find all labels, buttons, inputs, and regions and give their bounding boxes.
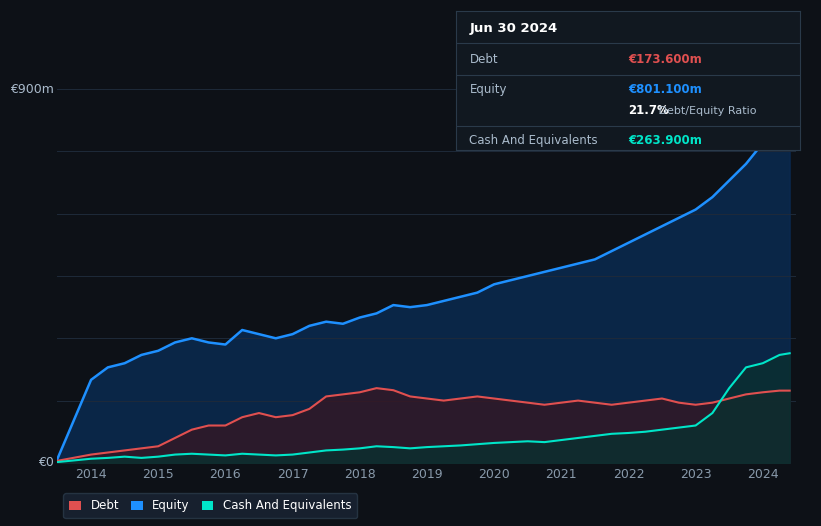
Text: Debt: Debt <box>470 53 498 66</box>
Text: 21.7%: 21.7% <box>628 104 669 117</box>
Text: Jun 30 2024: Jun 30 2024 <box>470 22 557 35</box>
Text: €0: €0 <box>38 457 54 469</box>
Text: Cash And Equivalents: Cash And Equivalents <box>470 134 598 147</box>
Text: €263.900m: €263.900m <box>628 134 702 147</box>
Text: Equity: Equity <box>470 84 507 96</box>
Text: €801.100m: €801.100m <box>628 84 702 96</box>
Text: €173.600m: €173.600m <box>628 53 702 66</box>
Legend: Debt, Equity, Cash And Equivalents: Debt, Equity, Cash And Equivalents <box>63 493 357 518</box>
Text: Debt/Equity Ratio: Debt/Equity Ratio <box>655 106 756 116</box>
Text: €900m: €900m <box>10 83 54 96</box>
